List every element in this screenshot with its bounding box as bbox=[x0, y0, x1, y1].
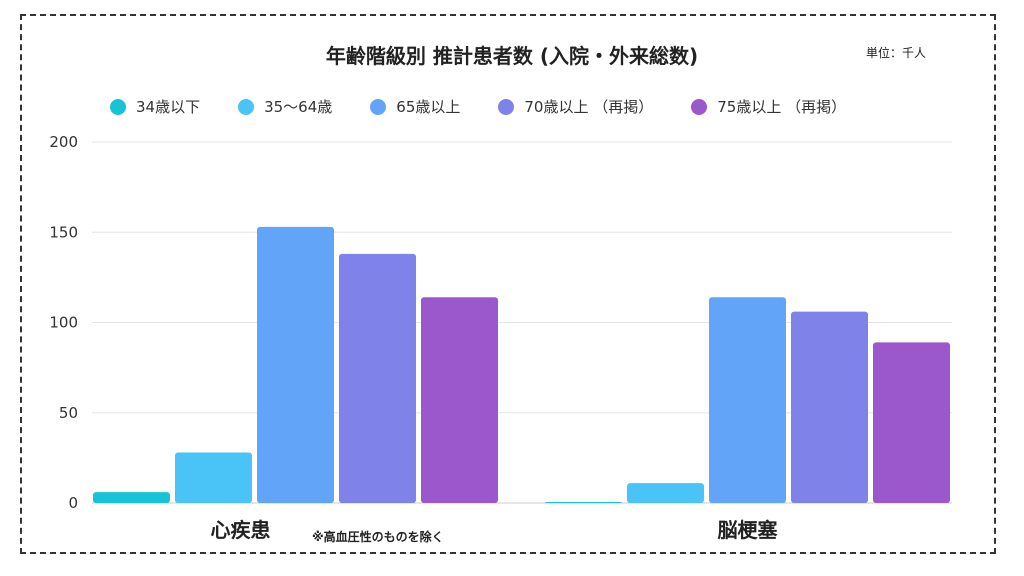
legend-label-1: 35〜64歳 bbox=[264, 98, 333, 116]
legend-item-2: 65歳以上 bbox=[370, 96, 460, 117]
y-tick-label-3: 150 bbox=[49, 223, 78, 241]
legend-swatch-3 bbox=[498, 98, 515, 115]
legend-label-4: 75歳以上 （再掲） bbox=[717, 98, 847, 116]
legend-swatch-4 bbox=[691, 98, 708, 115]
legend-swatch-0 bbox=[110, 98, 126, 115]
bar-0-1 bbox=[175, 452, 252, 503]
category-note: ※高血圧性のものを除く bbox=[312, 530, 444, 544]
y-tick-label-0: 0 bbox=[68, 494, 78, 512]
bar-1-1 bbox=[627, 483, 704, 503]
bar-1-0 bbox=[545, 502, 622, 503]
legend: 34歳以下 35〜64歳 65歳以上 70歳以上 （再掲） 75歳以上 （再掲） bbox=[110, 96, 884, 117]
legend-item-4: 75歳以上 （再掲） bbox=[691, 96, 846, 117]
category-label-1: 脳梗塞 bbox=[717, 518, 779, 542]
unit-label: 単位：千人 bbox=[866, 46, 927, 60]
legend-swatch-2 bbox=[370, 98, 387, 115]
bar-0-2 bbox=[257, 226, 334, 503]
legend-label-3: 70歳以上 （再掲） bbox=[524, 98, 654, 116]
chart-title: 年齢階級別 推計患者数 (入院・外来総数) bbox=[325, 44, 699, 68]
bar-0-3 bbox=[339, 253, 416, 503]
legend-swatch-1 bbox=[238, 98, 255, 115]
legend-label-0: 34歳以下 bbox=[136, 98, 201, 116]
y-tick-label-4: 200 bbox=[49, 133, 78, 151]
legend-item-1: 35〜64歳 bbox=[238, 96, 332, 117]
bar-0-4 bbox=[421, 297, 498, 503]
y-tick-label-2: 100 bbox=[49, 314, 78, 332]
legend-item-3: 70歳以上 （再掲） bbox=[498, 96, 653, 117]
y-tick-label-1: 50 bbox=[59, 404, 78, 422]
chart-frame bbox=[20, 14, 996, 554]
category-label-0: 心疾患 bbox=[211, 518, 271, 542]
legend-item-0: 34歳以下 bbox=[110, 96, 200, 117]
bar-1-3 bbox=[791, 311, 868, 503]
bar-1-4 bbox=[873, 342, 950, 503]
legend-label-2: 65歳以上 bbox=[396, 98, 461, 116]
bar-1-2 bbox=[709, 297, 786, 503]
bar-0-0 bbox=[93, 492, 170, 503]
